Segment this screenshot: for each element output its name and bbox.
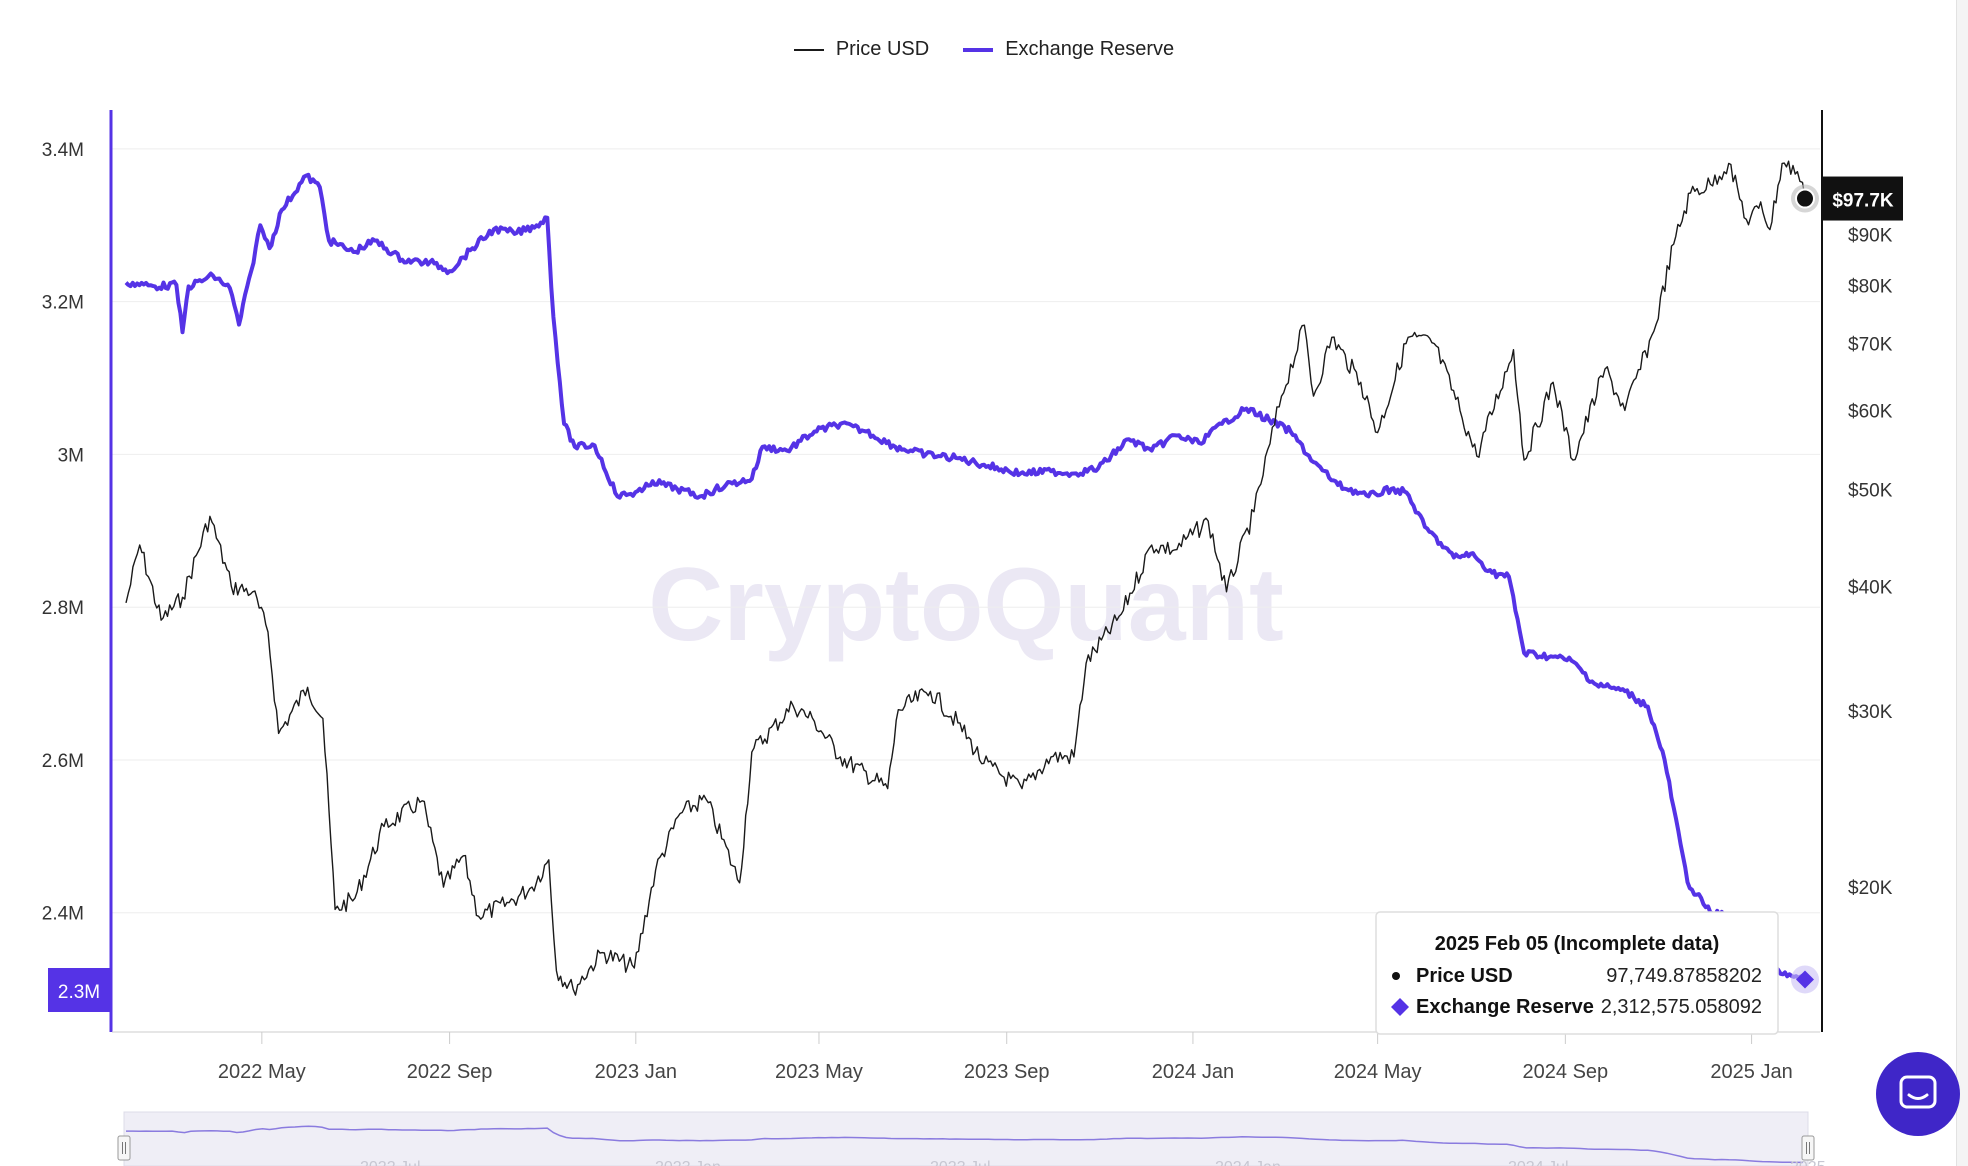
left-axis-tick-label: 2.6M [42,751,84,772]
navigator-label: 2023 Jan [655,1159,721,1166]
price-current-badge [1823,176,1903,221]
left-axis-tick-label: 3.2M [42,293,84,314]
navigator-label: 2024 Jul [1508,1159,1569,1166]
reserve-current-badge [48,968,110,1012]
legend-swatch-price [793,48,824,51]
range-navigator: 2022 Jul 2023 Jan 2023 Jul 2024 Jan 2024 Jul… [117,1111,1826,1166]
navigator-handle-left[interactable] [117,1135,131,1161]
data-tooltip: 2025 Feb 05 (Incomplete data) Price USD 97… [1375,911,1779,1035]
x-axis-tick-label: 2024 Jan [1152,1061,1234,1083]
right-axis-tick-label: $50K [1848,480,1893,501]
tooltip-row-label: Price USD [1416,965,1513,987]
reserve-end-marker [1796,970,1814,989]
tooltip-box [1375,911,1779,1035]
reserve-current-label: 2.3M [58,982,100,1003]
chat-button[interactable] [1876,1052,1960,1136]
legend-swatch-reserve [963,47,994,52]
left-axis-tick-label: 2.4M [42,904,84,925]
right-axis-tick-label: $20K [1848,878,1893,899]
navigator-label: 2022 Jul [360,1159,421,1166]
legend-item-reserve[interactable]: Exchange Reserve [963,38,1174,61]
x-axis-tick-label: 2022 Sep [407,1061,493,1083]
tooltip-title: 2025 Feb 05 (Incomplete data) [1435,933,1720,955]
tooltip-row-label: Exchange Reserve [1416,996,1594,1018]
right-axis-tick-label: $80K [1848,276,1893,297]
left-axis-tick-label: 3.4M [42,140,84,161]
x-axis-tick-label: 2023 May [775,1061,863,1083]
price-current-label: $97.7K [1832,191,1894,212]
left-axis-tick-label: 3M [58,445,84,466]
page-scrollbar[interactable] [1956,0,1968,1166]
watermark: CryptoQuant [648,547,1284,663]
left-axis-tick-label: 2.8M [42,598,84,619]
price-end-marker [1795,188,1815,209]
navigator-handle-right[interactable] [1801,1135,1815,1161]
right-axis-tick-label: $70K [1848,334,1893,355]
x-axis-tick-label: 2025 Jan [1710,1061,1792,1083]
x-axis-tick-label: 2022 May [218,1061,306,1083]
x-axis-tick-label: 2023 Sep [964,1061,1050,1083]
tooltip-reserve-bullet [1391,998,1409,1016]
tooltip-price-bullet [1392,972,1400,980]
legend-item-price[interactable]: Price USD [793,38,930,61]
tooltip-row-value: 2,312,575.058092 [1601,996,1762,1018]
x-axis-tick-label: 2024 Sep [1523,1061,1609,1083]
right-axis-tick-label: $40K [1848,577,1893,598]
right-axis-tick-label: $90K [1848,225,1893,246]
navigator-series [126,1125,1803,1164]
navigator-label: 2023 Jul [930,1159,991,1166]
right-axis-tick-label: $60K [1848,401,1893,422]
legend-label-reserve: Exchange Reserve [1005,38,1175,60]
navigator-label: 2024 Jan [1215,1159,1281,1166]
series-line-exchange-reserve [124,172,1807,981]
chat-icon [1899,1075,1937,1109]
x-axis-tick-label: 2024 May [1334,1061,1422,1083]
right-axis-tick-label: $30K [1848,702,1893,723]
series-line-price-usd [125,160,1806,996]
chart-legend: Price USD Exchange Reserve [0,38,1968,61]
tooltip-row-value: 97,749.87858202 [1606,965,1762,987]
x-axis-tick-label: 2023 Jan [595,1061,677,1083]
navigator-label: 2025 [1790,1159,1826,1166]
legend-label-price: Price USD [835,38,930,60]
